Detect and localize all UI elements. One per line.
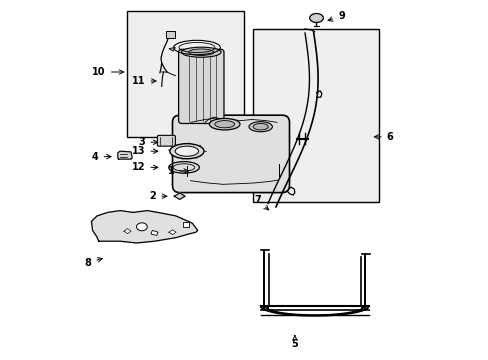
FancyBboxPatch shape — [178, 49, 224, 123]
Ellipse shape — [209, 118, 240, 130]
Ellipse shape — [309, 13, 323, 22]
FancyBboxPatch shape — [172, 115, 289, 193]
Polygon shape — [168, 230, 176, 235]
Text: 10: 10 — [92, 67, 123, 77]
Text: 9: 9 — [327, 11, 344, 21]
Text: 1: 1 — [167, 166, 188, 176]
Text: 7: 7 — [253, 195, 268, 210]
Text: 13: 13 — [132, 146, 158, 156]
Polygon shape — [123, 229, 131, 234]
Bar — [253, 29, 379, 202]
Polygon shape — [174, 193, 185, 199]
Polygon shape — [118, 151, 132, 159]
Text: 2: 2 — [149, 191, 166, 201]
Polygon shape — [91, 211, 197, 243]
Text: 8: 8 — [84, 258, 102, 268]
Text: 12: 12 — [132, 162, 158, 172]
Ellipse shape — [175, 146, 198, 156]
Ellipse shape — [248, 122, 272, 132]
Text: 5: 5 — [291, 336, 298, 349]
Text: 4: 4 — [92, 152, 111, 162]
Polygon shape — [151, 230, 158, 235]
Bar — [166, 31, 175, 38]
Ellipse shape — [136, 223, 147, 231]
Bar — [183, 222, 188, 227]
Polygon shape — [168, 48, 175, 51]
Text: 3: 3 — [139, 137, 158, 147]
FancyBboxPatch shape — [157, 135, 175, 146]
Ellipse shape — [214, 121, 234, 128]
Text: 6: 6 — [374, 132, 393, 142]
Ellipse shape — [169, 144, 203, 159]
Text: 11: 11 — [132, 76, 156, 86]
Ellipse shape — [181, 47, 221, 57]
Ellipse shape — [253, 123, 268, 130]
Ellipse shape — [188, 49, 213, 55]
Bar — [127, 11, 244, 137]
